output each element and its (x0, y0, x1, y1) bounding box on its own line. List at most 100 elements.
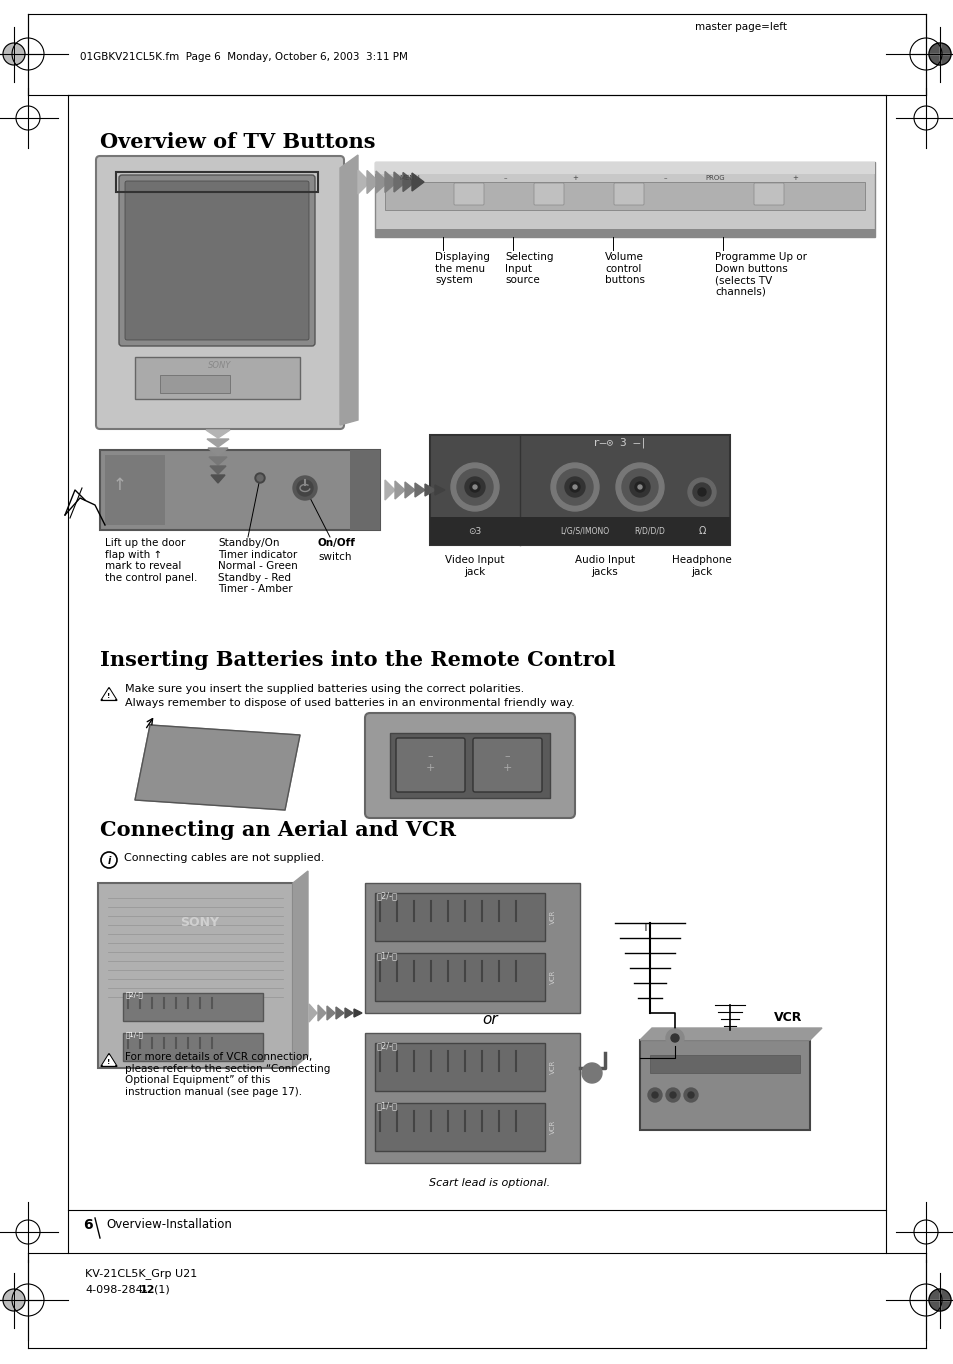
Circle shape (698, 488, 705, 496)
Text: Scart lead is optional.: Scart lead is optional. (429, 1178, 550, 1188)
Text: 6: 6 (83, 1218, 92, 1232)
Text: Standby/On
Timer indicator
Normal - Green
Standby - Red
Timer - Amber: Standby/On Timer indicator Normal - Gree… (218, 537, 297, 595)
Polygon shape (385, 480, 395, 501)
Polygon shape (435, 486, 444, 495)
FancyBboxPatch shape (614, 183, 643, 205)
FancyBboxPatch shape (534, 183, 563, 205)
Polygon shape (101, 1053, 117, 1067)
Bar (375, 953, 544, 1001)
Circle shape (692, 483, 710, 501)
Text: R/D/D/D: R/D/D/D (634, 527, 665, 536)
Bar (350, 450, 379, 531)
Text: Programme Up or
Down buttons
(selects TV
channels): Programme Up or Down buttons (selects TV… (714, 252, 806, 297)
Bar (98, 883, 293, 1068)
Text: T: T (641, 923, 647, 933)
FancyBboxPatch shape (753, 183, 783, 205)
Bar (385, 181, 864, 210)
Polygon shape (209, 457, 227, 465)
Text: ↑: ↑ (113, 476, 127, 494)
Circle shape (451, 462, 498, 512)
Polygon shape (210, 466, 226, 475)
Text: ⦵2/-⦵: ⦵2/-⦵ (126, 992, 144, 997)
FancyBboxPatch shape (365, 713, 575, 818)
Polygon shape (339, 155, 357, 426)
Bar (365, 883, 579, 1013)
FancyBboxPatch shape (473, 738, 541, 792)
Polygon shape (424, 484, 435, 496)
Polygon shape (309, 1004, 316, 1022)
Text: Displaying
the menu
system: Displaying the menu system (435, 252, 489, 285)
Text: Ω: Ω (698, 527, 705, 536)
Circle shape (616, 462, 663, 512)
Text: Always remember to dispose of used batteries in an environmental friendly way.: Always remember to dispose of used batte… (125, 698, 574, 708)
Text: 01GBKV21CL5K.fm  Page 6  Monday, October 6, 2003  3:11 PM: 01GBKV21CL5K.fm Page 6 Monday, October 6… (80, 52, 408, 61)
Bar (639, 1039, 809, 1129)
Circle shape (665, 1028, 683, 1048)
Text: +: + (425, 762, 435, 773)
Text: Inserting Batteries into the Remote Control: Inserting Batteries into the Remote Cont… (100, 651, 615, 670)
Text: (1): (1) (153, 1285, 170, 1294)
Circle shape (687, 1093, 693, 1098)
Text: ⦵1/-⦵: ⦵1/-⦵ (376, 951, 397, 960)
Text: Lift up the door
flap with ↑
mark to reveal
the control panel.: Lift up the door flap with ↑ mark to rev… (105, 537, 197, 582)
Text: master page=left: master page=left (695, 22, 786, 31)
Circle shape (296, 480, 313, 496)
Bar (430, 517, 729, 546)
Polygon shape (412, 173, 423, 191)
Polygon shape (135, 726, 299, 810)
Polygon shape (357, 170, 370, 194)
Bar (123, 993, 263, 1022)
Text: –: – (427, 752, 433, 761)
Polygon shape (375, 170, 388, 192)
Bar (116, 172, 317, 192)
Text: Headphone
jack: Headphone jack (672, 555, 731, 577)
Text: 4-098-284-: 4-098-284- (85, 1285, 147, 1294)
Bar (375, 162, 874, 237)
Polygon shape (208, 447, 228, 456)
Polygon shape (928, 1289, 950, 1311)
Circle shape (256, 475, 263, 481)
Text: !: ! (108, 1058, 111, 1065)
Circle shape (647, 1088, 661, 1102)
Text: 12: 12 (140, 1285, 155, 1294)
Polygon shape (3, 1289, 25, 1311)
Circle shape (638, 486, 641, 490)
Circle shape (635, 481, 644, 492)
Text: PROG: PROG (704, 175, 724, 181)
FancyBboxPatch shape (119, 175, 314, 346)
Polygon shape (415, 483, 424, 496)
Text: VCR: VCR (550, 1120, 556, 1133)
Polygon shape (293, 872, 308, 1068)
Text: MENU: MENU (399, 175, 420, 181)
Circle shape (557, 469, 593, 505)
Polygon shape (101, 687, 117, 700)
FancyBboxPatch shape (395, 738, 464, 792)
Bar (375, 229, 874, 237)
Polygon shape (639, 1028, 821, 1039)
Circle shape (621, 469, 658, 505)
Text: SONY: SONY (208, 360, 232, 370)
Text: Video Input
jack: Video Input jack (445, 555, 504, 577)
Text: !: ! (108, 693, 111, 698)
Polygon shape (206, 430, 230, 438)
Polygon shape (211, 475, 225, 483)
Text: Volume
control
buttons: Volume control buttons (604, 252, 644, 285)
Bar (365, 1033, 579, 1163)
Text: Audio Input
jacks: Audio Input jacks (575, 555, 635, 577)
Polygon shape (395, 481, 405, 499)
Text: or: or (481, 1012, 497, 1027)
Text: VCR: VCR (550, 970, 556, 983)
Circle shape (629, 477, 649, 496)
Circle shape (670, 1034, 679, 1042)
Polygon shape (394, 172, 406, 192)
Text: +: + (572, 175, 578, 181)
FancyBboxPatch shape (125, 181, 309, 340)
Text: ⊙3: ⊙3 (468, 527, 481, 536)
Text: VCR: VCR (550, 910, 556, 925)
Text: Overview-Installation: Overview-Installation (106, 1218, 232, 1230)
Bar (375, 893, 544, 941)
FancyBboxPatch shape (454, 183, 483, 205)
Polygon shape (103, 1056, 115, 1065)
FancyBboxPatch shape (96, 155, 344, 430)
Bar (135, 357, 299, 400)
